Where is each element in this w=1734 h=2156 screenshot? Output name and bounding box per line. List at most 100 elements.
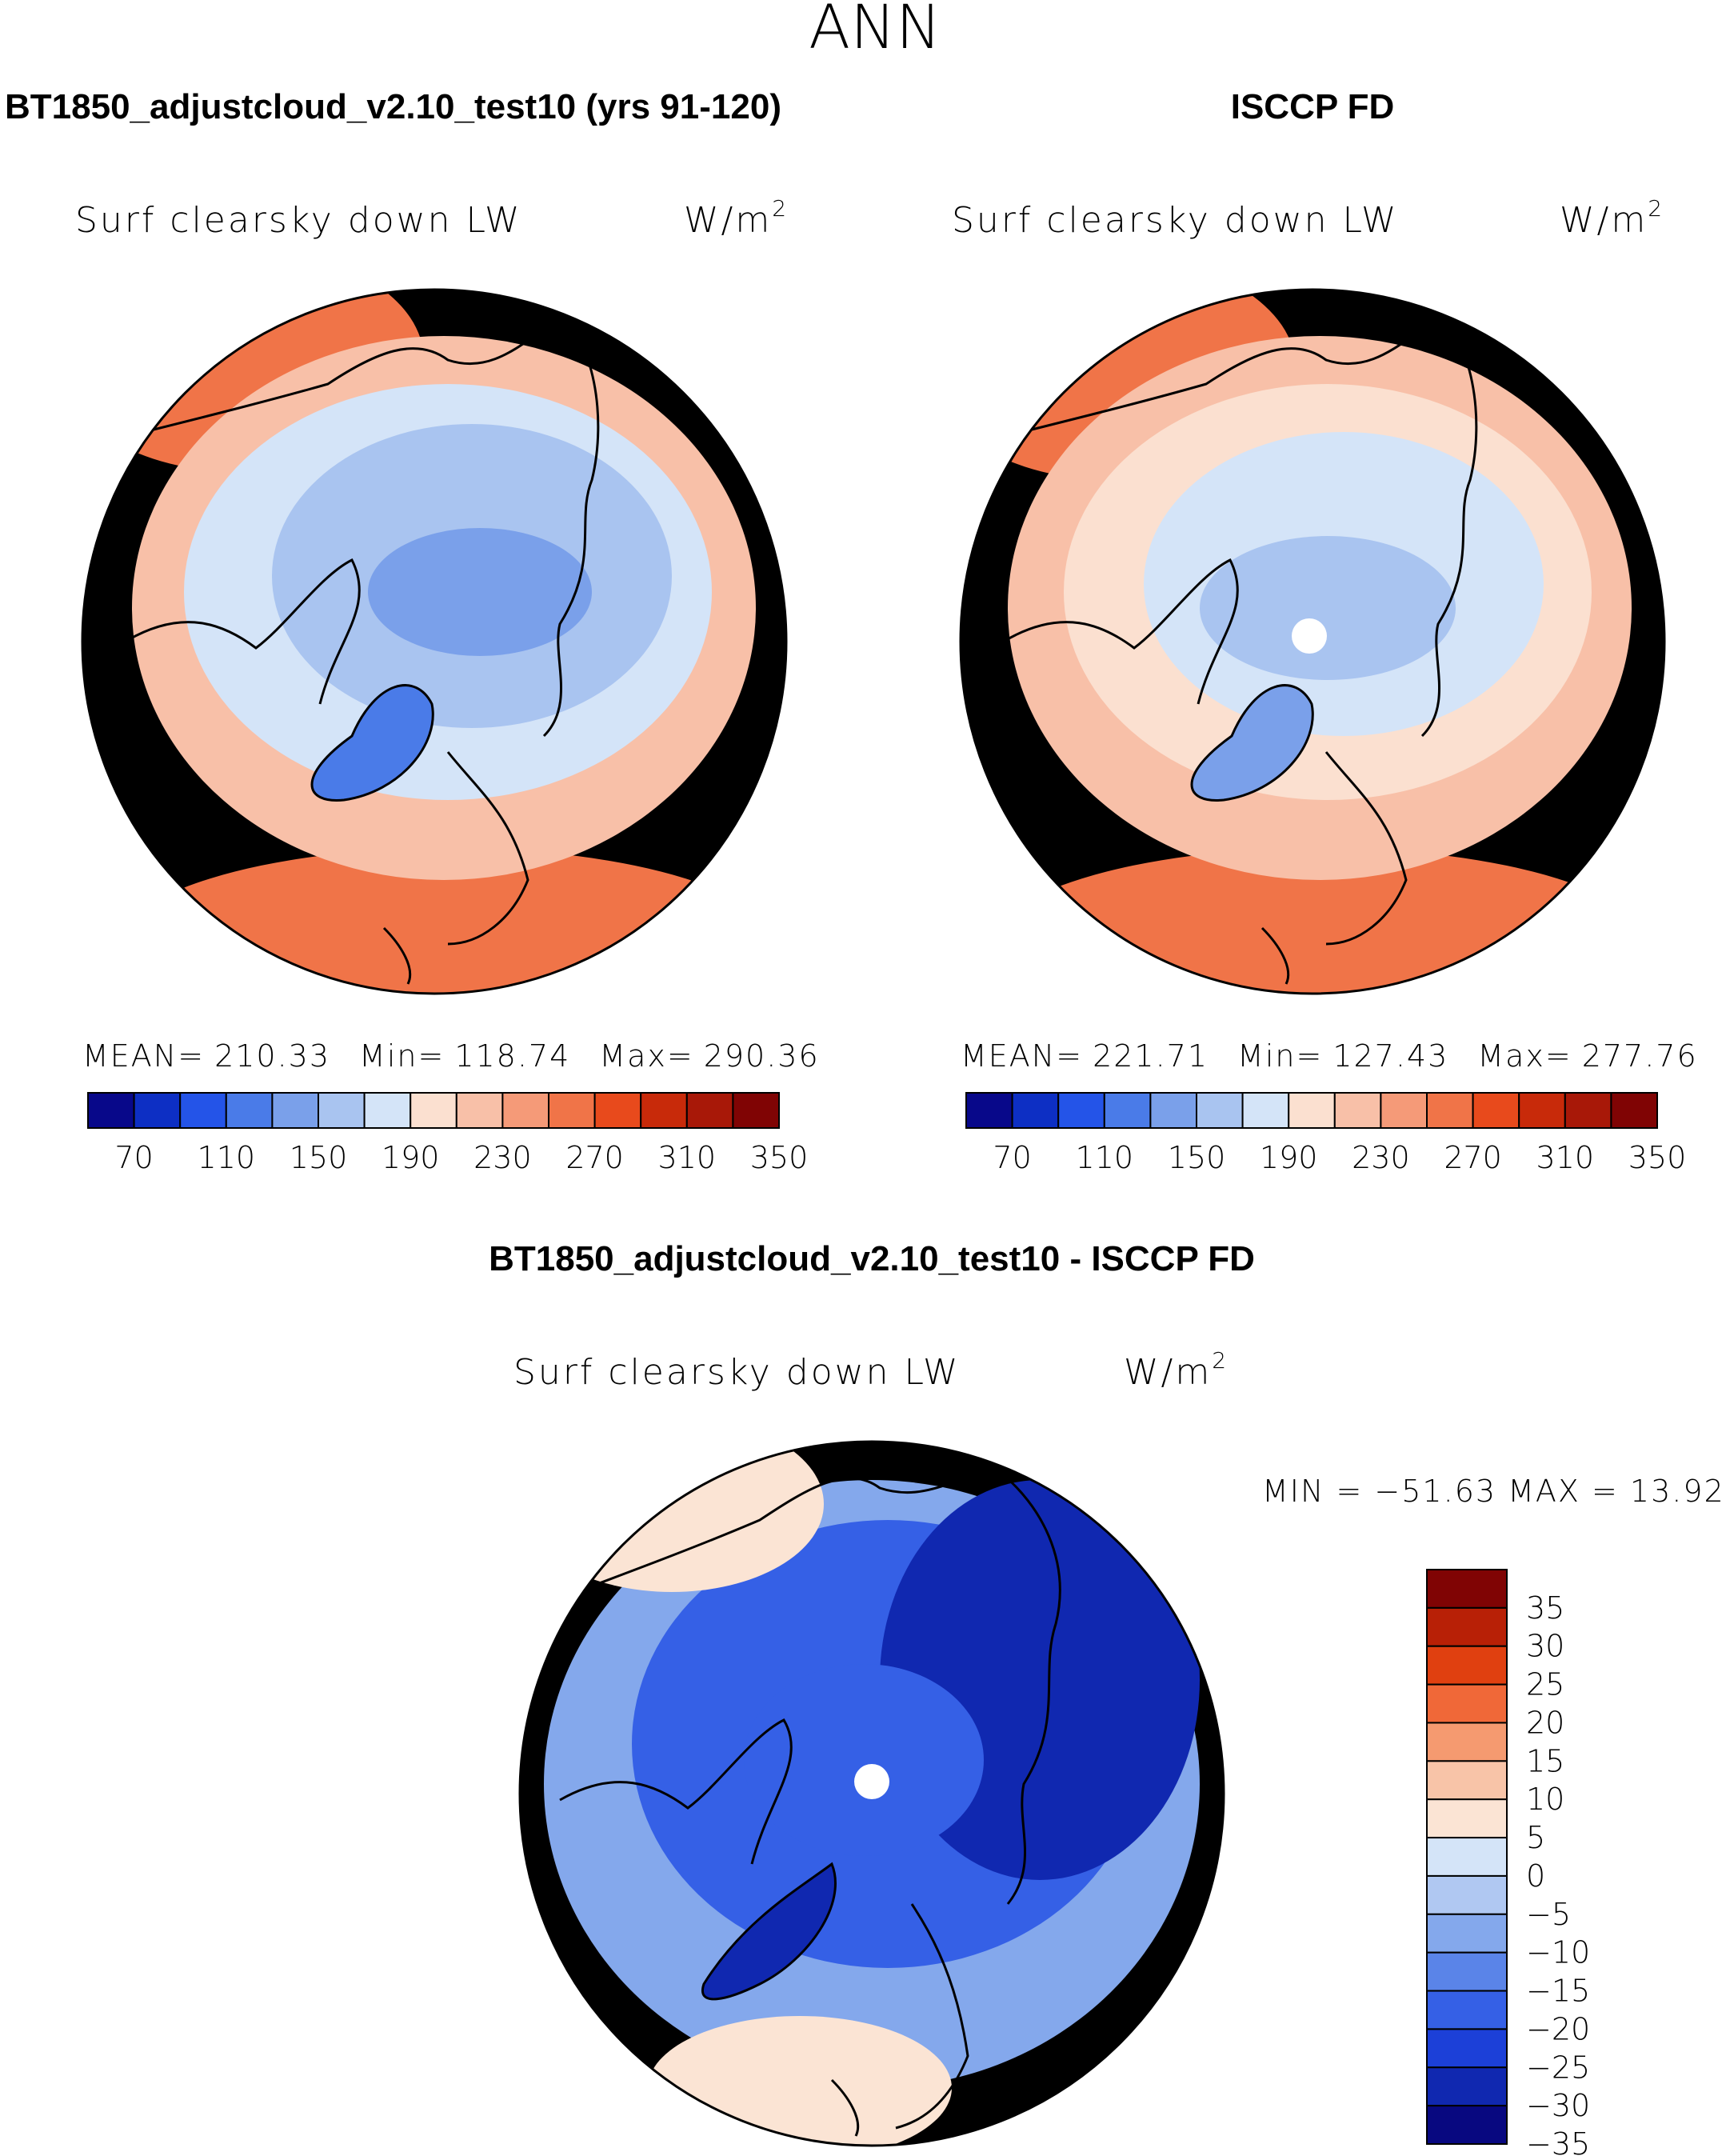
- colorbar-tick-label: 190: [382, 1140, 440, 1175]
- coastline-alaska-canada: [542, 318, 600, 738]
- units-text: W/m: [684, 200, 772, 241]
- colorbar-swatch: [1426, 2105, 1508, 2145]
- colorbar-swatch: [1380, 1092, 1428, 1129]
- colorbar-swatch: [1149, 1092, 1198, 1129]
- coastline-british-isles: [1261, 926, 1290, 985]
- coastlines: [559, 1470, 1061, 2137]
- panel-difference: BT1850_adjustcloud_v2.10_test10 - ISCCP …: [489, 1239, 1725, 2156]
- panel-title: BT1850_adjustcloud_v2.10_test10 - ISCCP …: [489, 1239, 1255, 1278]
- field-atlantic-warm: [648, 2016, 952, 2146]
- colorbar-swatch: [1057, 1092, 1105, 1129]
- colorbar-tick-label: −5: [1526, 1897, 1571, 1932]
- coastline-greenland: [310, 684, 434, 802]
- colorbar-swatch: [1426, 1606, 1508, 1647]
- units-exponent: 2: [772, 195, 789, 222]
- colorbar: 70 110 150 190 230 270 310 350: [965, 1092, 1687, 1175]
- colorbar-swatch: [133, 1092, 182, 1129]
- coastline-alaska-canada: [999, 1470, 1061, 1905]
- colorbar-tick-label: −10: [1526, 1935, 1590, 1970]
- coastline-siberia: [1021, 318, 1439, 434]
- coastlines: [1005, 318, 1478, 985]
- colorbar-tick-label: 150: [1168, 1140, 1226, 1175]
- colorbar-swatch: [363, 1092, 412, 1129]
- coastline-british-isles: [382, 926, 412, 985]
- panel-model: BT1850_adjustcloud_v2.10_test10 (yrs 91-…: [5, 87, 820, 1175]
- colorbar-tick-label: 190: [1260, 1140, 1318, 1175]
- colorbar-tick-label: 270: [565, 1140, 624, 1175]
- colorbar-swatch: [1426, 1951, 1508, 1992]
- colorbar-swatch: [225, 1092, 274, 1129]
- missing-pole-marker: [854, 1764, 889, 1799]
- colorbar-tick-label: 5: [1526, 1820, 1545, 1855]
- colorbar-tick-label: 150: [290, 1140, 348, 1175]
- missing-pole-marker: [1292, 618, 1327, 654]
- field-pole: [744, 1664, 984, 1856]
- colorbar-swatch: [1333, 1092, 1382, 1129]
- colorbar-swatch: [501, 1092, 550, 1129]
- colorbar-tick-label: 110: [1076, 1140, 1134, 1175]
- colorbar-tick-label: 310: [658, 1140, 717, 1175]
- colorbar-tick-label: 20: [1526, 1705, 1564, 1740]
- colorbar-tick-label: 30: [1526, 1629, 1564, 1664]
- colorbar-tick-label: 230: [1352, 1140, 1410, 1175]
- colorbar-swatch: [318, 1092, 366, 1129]
- variable-label: Surf clearsky down LW: [952, 200, 1398, 241]
- season-title: ANN: [809, 0, 941, 62]
- coastline-greenland: [1190, 684, 1314, 802]
- colorbar-swatch: [271, 1092, 319, 1129]
- colorbar-tick-label: 25: [1526, 1667, 1564, 1702]
- colorbar-swatch: [593, 1092, 642, 1129]
- colorbar-swatch: [1472, 1092, 1520, 1129]
- colorbar-swatch: [1426, 1990, 1508, 2030]
- mean-label: MEAN=: [961, 1038, 1083, 1074]
- field-atlantic-warm: [112, 848, 784, 994]
- field-atlantic-warm: [984, 848, 1656, 994]
- colorbar-swatch: [1426, 1092, 1474, 1129]
- colorbar-swatch: [87, 1092, 135, 1129]
- colorbar-tick-label: 350: [1628, 1140, 1687, 1175]
- colorbar-swatch: [1241, 1092, 1290, 1129]
- colorbar-swatch: [640, 1092, 688, 1129]
- colorbar-swatch: [1426, 1913, 1508, 1954]
- min-label: Min=: [359, 1038, 445, 1074]
- colorbar-tick-label: 270: [1444, 1140, 1502, 1175]
- colorbar-swatch: [965, 1092, 1013, 1129]
- map-field: [82, 290, 786, 994]
- colorbar-swatch: [1426, 1798, 1508, 1839]
- colorbar-tick-label: 10: [1526, 1782, 1564, 1817]
- stats-line: MEAN= 221.71 Min= 127.43 Max= 277.76: [961, 1038, 1698, 1074]
- max-value: 277.76: [1582, 1038, 1698, 1074]
- colorbar-tick-label: 310: [1536, 1140, 1595, 1175]
- minmax-label: MIN = −51.63 MAX = 13.92: [1262, 1474, 1725, 1509]
- colorbar-swatch: [455, 1092, 504, 1129]
- colorbar-swatch: [1518, 1092, 1566, 1129]
- colorbar-tick-label: 15: [1526, 1743, 1564, 1778]
- coastline-europe: [127, 558, 361, 705]
- units-text: W/m: [1124, 1352, 1212, 1393]
- max-label: Max=: [599, 1038, 693, 1074]
- coastline-north-america: [1324, 751, 1408, 946]
- colorbar-swatch: [732, 1092, 781, 1129]
- coastline-greenland: [701, 1862, 837, 2001]
- variable-label: Surf clearsky down LW: [513, 1352, 960, 1393]
- coastline-europe: [1005, 558, 1239, 705]
- colorbar-tick-label: 110: [198, 1140, 256, 1175]
- colorbar-swatch: [548, 1092, 596, 1129]
- colorbar-swatch: [1610, 1092, 1659, 1129]
- map-field: [961, 290, 1664, 994]
- coastline-british-isles: [830, 2078, 860, 2137]
- max-value: 290.36: [704, 1038, 820, 1074]
- min-value: 118.74: [454, 1038, 570, 1074]
- colorbar-tick-label: −30: [1526, 2088, 1590, 2123]
- colorbar-tick-label: 70: [993, 1140, 1031, 1175]
- panel-obs: ISCCP FD Surf clearsky down LW W/m2: [952, 87, 1698, 1175]
- map-boundary: [518, 1440, 1225, 2147]
- colorbar-swatch: [410, 1092, 457, 1129]
- colorbar-swatch: [1426, 1683, 1508, 1724]
- colorbar-swatch: [1564, 1092, 1612, 1129]
- field-pole: [368, 528, 592, 656]
- stats-line: MEAN= 210.33 Min= 118.74 Max= 290.36: [82, 1038, 820, 1074]
- colorbar-tick-label: 70: [114, 1140, 153, 1175]
